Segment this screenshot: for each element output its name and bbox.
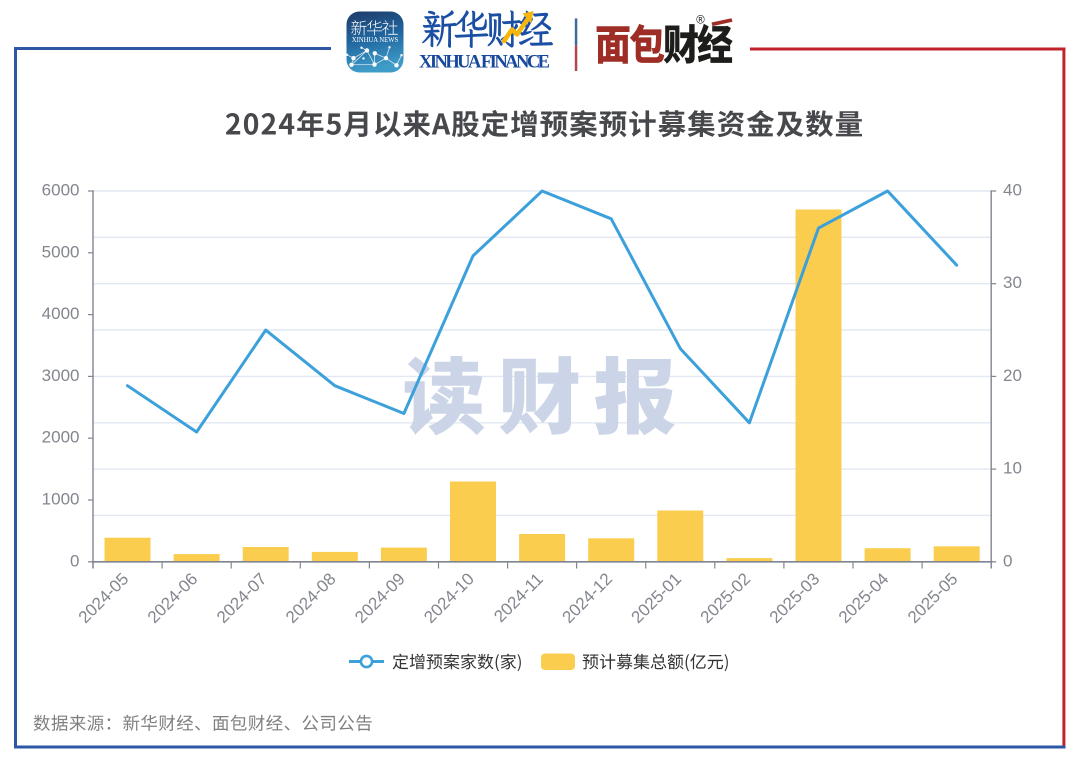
svg-text:6000: 6000 [42, 181, 80, 200]
svg-text:0: 0 [1003, 551, 1012, 570]
svg-text:0: 0 [70, 551, 79, 570]
svg-text:10: 10 [1003, 459, 1022, 478]
svg-text:2000: 2000 [42, 428, 80, 447]
svg-text:20: 20 [1003, 366, 1022, 385]
svg-text:®: ® [696, 15, 705, 27]
svg-text:3000: 3000 [42, 366, 80, 385]
svg-text:4000: 4000 [42, 304, 80, 323]
svg-text:XINHUA NEWS: XINHUA NEWS [352, 37, 399, 44]
svg-text:XINHUA FINANCE: XINHUA FINANCE [419, 53, 550, 73]
svg-text:5000: 5000 [42, 242, 80, 261]
svg-text:40: 40 [1003, 181, 1022, 200]
svg-text:30: 30 [1003, 273, 1022, 292]
svg-text:1000: 1000 [42, 490, 80, 509]
